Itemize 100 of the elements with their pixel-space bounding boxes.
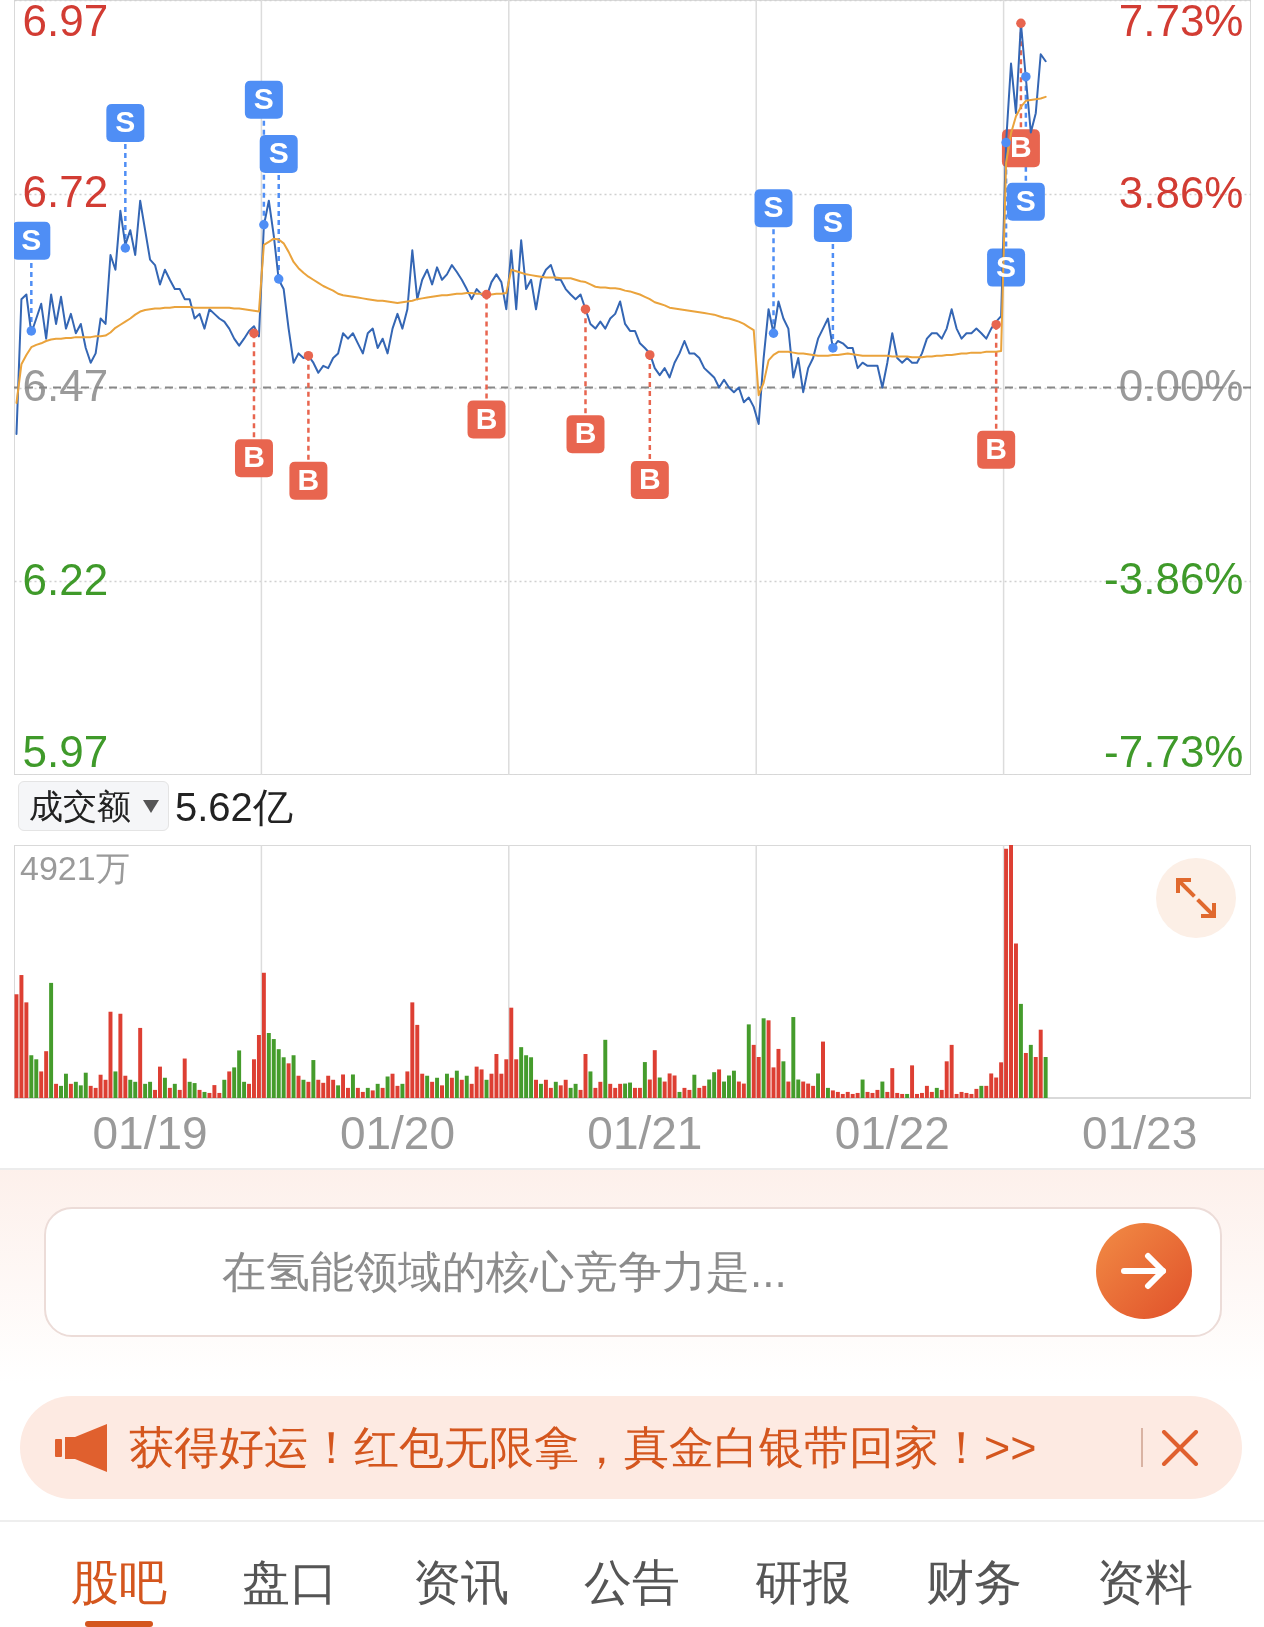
bar [959, 1091, 964, 1098]
text: 资讯 [411, 1555, 510, 1611]
bar [49, 982, 54, 1098]
data-label: S [822, 204, 843, 238]
x-tick-label: 01/22 [834, 1106, 950, 1159]
text: 财务 [924, 1555, 1023, 1611]
bar [821, 1041, 825, 1098]
x-tick-label: 01/19 [92, 1106, 208, 1159]
bar [761, 1018, 766, 1098]
bar [360, 1091, 365, 1098]
bar [534, 1079, 538, 1098]
bar [341, 1074, 346, 1098]
data-label: S [1015, 183, 1036, 217]
y-tick-label: 6.22 [22, 554, 109, 604]
bar [880, 1081, 885, 1098]
bar [776, 1048, 781, 1098]
search-field: 在氢能领域的核心竞争力是... [44, 1207, 1222, 1337]
bar [553, 1081, 558, 1098]
bar [870, 1092, 875, 1098]
y2-tick-label: 7.73% [1118, 0, 1244, 45]
data-label: S [268, 136, 289, 169]
bar [63, 1073, 68, 1098]
bar [157, 1066, 162, 1098]
y2-tick-label: 3.86% [1118, 167, 1244, 217]
dropdown: 成交额 [18, 781, 169, 831]
bar [162, 1077, 167, 1098]
y-tick-label: 5.97 [22, 726, 109, 776]
bar [380, 1087, 385, 1098]
text: 资料 [1095, 1555, 1194, 1611]
bar [197, 1089, 202, 1098]
bar [825, 1087, 830, 1098]
bar [588, 1071, 593, 1098]
bar [118, 1013, 123, 1098]
bar [444, 1073, 449, 1098]
bar [484, 1079, 489, 1098]
x-tick-label: 01/20 [339, 1106, 456, 1159]
data-label: B [985, 431, 1008, 465]
bar [657, 1077, 662, 1098]
banner: 获得好运！红包无限拿，真金白银带回家！>> [20, 1396, 1242, 1499]
y2-tick-label: -3.86% [1104, 554, 1244, 604]
bar [979, 1085, 984, 1098]
bar [934, 1087, 939, 1098]
text: 股吧 [69, 1555, 168, 1611]
bar [430, 1081, 435, 1098]
bar [440, 1085, 444, 1098]
bar [291, 1055, 296, 1098]
data-label: B [475, 401, 498, 435]
text: 盘口 [240, 1555, 339, 1611]
bar [261, 972, 266, 1098]
bar [459, 1079, 464, 1098]
bar [1023, 1052, 1028, 1098]
chart-subtitle: 5.62亿 [175, 784, 293, 831]
bar [652, 1050, 657, 1098]
data-label: B [297, 462, 320, 496]
bar [390, 1073, 395, 1098]
bar [731, 1070, 736, 1098]
text: 研报 [753, 1555, 852, 1611]
bar [479, 1069, 484, 1098]
bar [350, 1074, 355, 1098]
bar [741, 1083, 746, 1098]
bar [791, 1017, 796, 1098]
bar [311, 1060, 316, 1098]
bar [905, 1093, 910, 1098]
y2-tick-label: 0.00% [1118, 361, 1244, 410]
bar [1043, 1057, 1048, 1098]
bar [68, 1083, 73, 1098]
bar [573, 1083, 578, 1098]
data-label: B [574, 416, 597, 450]
bar [816, 1073, 821, 1098]
data-label: B [638, 461, 661, 495]
bar [801, 1081, 806, 1098]
bar [766, 1020, 771, 1098]
annotation: 4921万 [20, 849, 130, 887]
bar [1018, 1003, 1023, 1098]
data-label: S [115, 105, 136, 138]
bar [855, 1092, 860, 1098]
bar [400, 1083, 405, 1098]
bar [786, 1081, 791, 1098]
bar [563, 1079, 568, 1098]
bar [969, 1093, 974, 1098]
bar [336, 1085, 341, 1098]
bar [1038, 1029, 1043, 1098]
bar [519, 1047, 524, 1098]
bar [192, 1083, 197, 1098]
bar [286, 1063, 291, 1098]
data-label: S [763, 190, 784, 224]
bar [454, 1070, 459, 1098]
bar [54, 1083, 59, 1098]
bar [385, 1076, 390, 1098]
y-tick-label: 6.47 [22, 361, 109, 410]
bar [464, 1075, 469, 1098]
bar [623, 1083, 628, 1098]
bar [865, 1091, 870, 1098]
bar [494, 1053, 499, 1098]
bar [222, 1079, 227, 1098]
bar [138, 1027, 143, 1098]
bar [860, 1079, 865, 1098]
bar [449, 1077, 454, 1098]
bar [167, 1087, 172, 1098]
bar [642, 1062, 647, 1098]
